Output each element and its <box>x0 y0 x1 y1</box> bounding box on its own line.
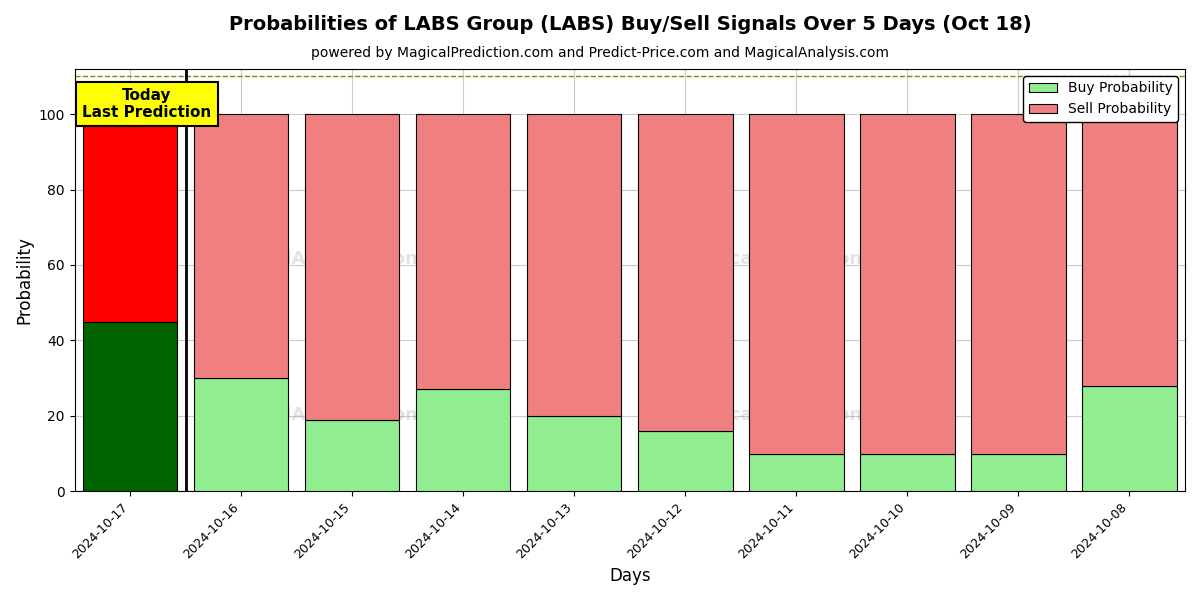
Bar <box>416 114 510 389</box>
Bar <box>1082 386 1177 491</box>
Text: MagicalPrediction.com: MagicalPrediction.com <box>682 250 911 268</box>
Bar <box>749 454 844 491</box>
Bar <box>305 419 400 491</box>
Bar <box>83 114 178 322</box>
Legend: Buy Probability, Sell Probability: Buy Probability, Sell Probability <box>1024 76 1178 122</box>
Text: MagicalAnalysis.com: MagicalAnalysis.com <box>214 406 424 424</box>
Bar <box>194 114 288 378</box>
Bar <box>638 431 732 491</box>
Bar <box>305 114 400 419</box>
Title: Probabilities of LABS Group (LABS) Buy/Sell Signals Over 5 Days (Oct 18): Probabilities of LABS Group (LABS) Buy/S… <box>228 15 1031 34</box>
Bar <box>860 454 955 491</box>
Text: Today
Last Prediction: Today Last Prediction <box>83 88 211 120</box>
Bar <box>971 114 1066 454</box>
Bar <box>83 322 178 491</box>
Bar <box>749 114 844 454</box>
Bar <box>638 114 732 431</box>
Bar <box>527 114 622 416</box>
Bar <box>527 416 622 491</box>
Bar <box>194 378 288 491</box>
Bar <box>860 114 955 454</box>
Text: MagicalPrediction.com: MagicalPrediction.com <box>682 406 911 424</box>
Y-axis label: Probability: Probability <box>16 236 34 324</box>
Bar <box>971 454 1066 491</box>
Bar <box>1082 114 1177 386</box>
Text: MagicalAnalysis.com: MagicalAnalysis.com <box>214 250 424 268</box>
Text: powered by MagicalPrediction.com and Predict-Price.com and MagicalAnalysis.com: powered by MagicalPrediction.com and Pre… <box>311 46 889 60</box>
X-axis label: Days: Days <box>610 567 650 585</box>
Bar <box>416 389 510 491</box>
